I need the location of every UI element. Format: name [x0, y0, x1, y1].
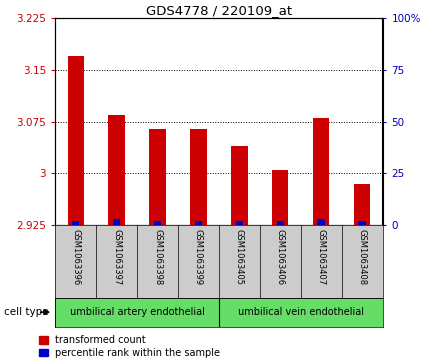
Bar [354, 184, 370, 225]
Bar [72, 221, 79, 225]
Bar [317, 219, 325, 225]
Bar [154, 221, 161, 225]
Bar [149, 129, 166, 225]
Legend: transformed count, percentile rank within the sample: transformed count, percentile rank withi… [39, 335, 221, 358]
Text: umbilical vein endothelial: umbilical vein endothelial [238, 307, 364, 317]
Text: GSM1063396: GSM1063396 [71, 229, 80, 285]
Bar [113, 219, 120, 225]
Bar [195, 221, 202, 225]
Title: GDS4778 / 220109_at: GDS4778 / 220109_at [146, 4, 292, 17]
Bar [231, 146, 247, 225]
Text: cell type: cell type [4, 307, 49, 317]
Bar [272, 170, 289, 225]
Bar [55, 298, 219, 327]
Text: GSM1063405: GSM1063405 [235, 229, 244, 285]
Text: GSM1063406: GSM1063406 [276, 229, 285, 285]
Bar [108, 115, 125, 225]
Bar [277, 221, 284, 225]
Text: GSM1063397: GSM1063397 [112, 229, 121, 285]
Bar [219, 298, 382, 327]
Bar [68, 56, 84, 225]
Bar [313, 118, 329, 225]
Text: GSM1063399: GSM1063399 [194, 229, 203, 285]
Text: umbilical artery endothelial: umbilical artery endothelial [70, 307, 204, 317]
Text: GSM1063407: GSM1063407 [317, 229, 326, 285]
Bar [358, 221, 366, 225]
Text: GSM1063408: GSM1063408 [357, 229, 366, 285]
Text: GSM1063398: GSM1063398 [153, 229, 162, 285]
Bar [235, 221, 243, 225]
Bar [190, 129, 207, 225]
